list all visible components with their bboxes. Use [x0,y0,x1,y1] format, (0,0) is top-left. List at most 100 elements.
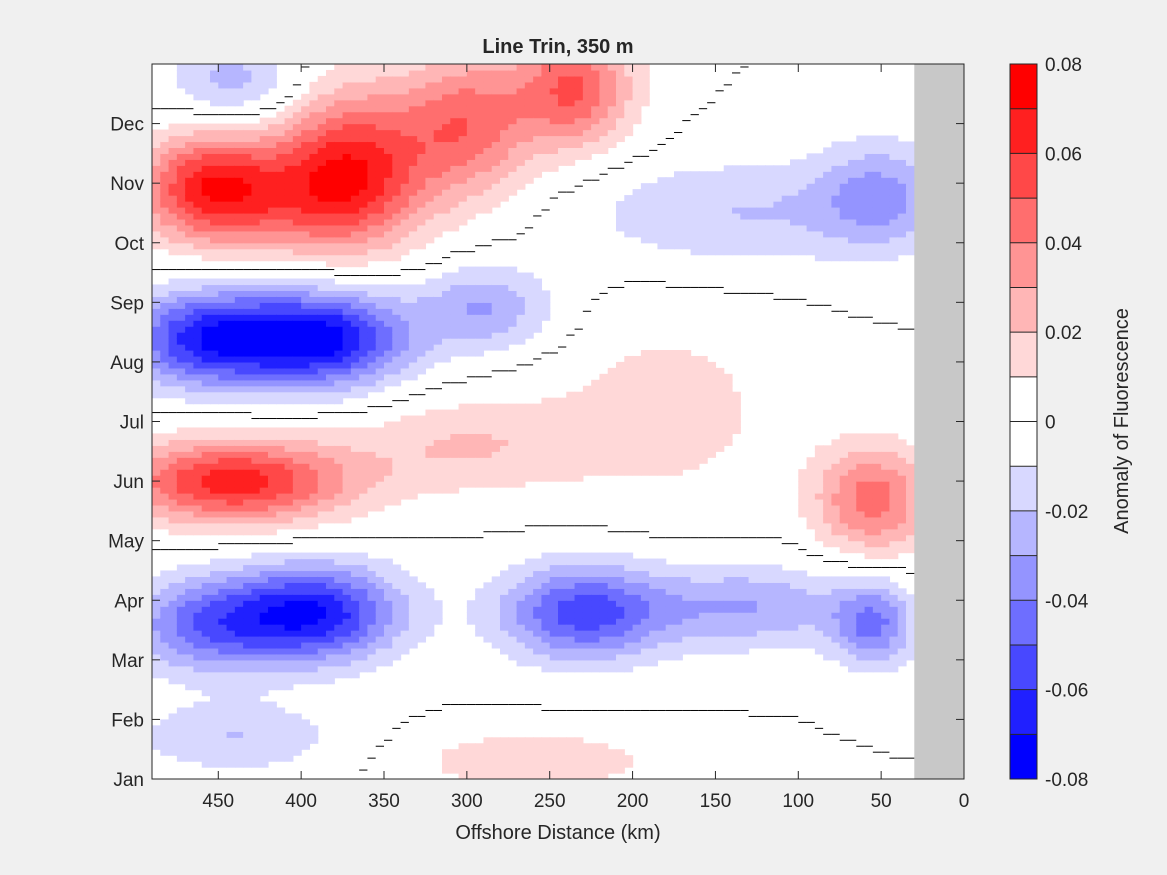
heat-cell [342,433,352,440]
heat-cell [558,129,567,137]
heat-cell [284,588,294,595]
heat-cell [690,636,700,643]
heat-cell [317,504,327,512]
heat-cell [168,183,178,190]
heat-cell [276,719,286,726]
heat-cell [276,201,286,208]
heat-cell [433,409,443,417]
heat-cell [384,618,393,625]
heat-cell [450,415,460,423]
heat-cell [292,248,302,256]
heat-cell [508,320,518,327]
heat-cell [168,332,178,339]
heat-cell [342,81,352,89]
heat-cell [210,457,219,464]
heat-cell [640,224,650,232]
heat-cell [193,308,203,315]
heat-cell [309,457,319,464]
heat-cell [466,767,476,774]
heat-cell [657,195,667,202]
heat-cell [549,576,559,583]
heat-cell [549,755,559,762]
heat-cell [682,224,692,232]
heat-cell [408,338,418,345]
heat-cell [251,326,261,333]
heat-cell [500,93,509,101]
heat-cell [607,618,617,625]
heat-cell [541,475,551,482]
heat-cell [442,165,451,172]
heat-cell [417,141,427,149]
heat-cell [243,135,253,143]
heat-cell [201,332,211,339]
heat-cell [276,510,286,518]
heat-cell [218,653,228,661]
heat-cell [516,278,526,286]
heat-cell [632,433,642,440]
heat-cell [400,630,410,637]
heat-cell [276,445,286,452]
heat-cell [317,171,327,178]
heat-cell [268,671,277,679]
heat-cell [665,230,675,238]
heat-cell [334,594,344,601]
heat-cell [425,594,435,601]
heat-cell [350,236,360,244]
heat-cell [541,302,551,309]
heat-cell [152,230,161,238]
heat-cell [516,284,526,292]
heat-cell [458,105,468,113]
heat-cell [392,308,402,315]
heat-cell [259,683,269,691]
heat-cell [268,165,277,172]
heat-cell [317,600,327,607]
heat-cell [417,87,427,95]
heat-cell [433,230,443,238]
heat-cell [276,355,286,363]
heat-cell [516,570,526,578]
heat-cell [516,332,526,339]
heat-cell [392,290,402,297]
heat-cell [185,230,195,238]
heat-cell [624,409,634,417]
heat-cell [334,207,344,214]
heat-cell [309,558,319,566]
heat-cell [185,737,195,744]
heat-cell [541,737,551,744]
heat-cell [284,445,294,452]
heat-cell [301,600,311,607]
heat-cell [392,201,402,208]
heat-cell [665,427,675,435]
heat-cell [185,725,195,732]
heat-cell [152,391,161,399]
heat-cell [500,296,509,303]
heat-cell [425,99,435,107]
heat-cell [251,69,261,77]
heat-cell [185,504,195,512]
heat-cell [442,433,451,440]
heat-cell [176,320,186,327]
heat-cell [342,463,352,470]
heat-cell [640,379,650,387]
heat-cell [259,433,269,440]
heat-cell [359,588,369,595]
heat-cell [582,141,592,149]
heat-cell [326,230,335,238]
heat-cell [367,576,377,583]
heat-cell [616,564,625,572]
heat-cell [234,504,244,512]
heat-cell [657,564,667,572]
heat-cell [458,767,468,774]
heat-cell [367,69,377,77]
heat-cell [359,159,369,166]
heat-cell [516,123,526,131]
heat-cell [234,224,244,232]
heat-cell [210,475,219,482]
heat-cell [218,153,228,160]
heat-cell [309,725,319,732]
heat-cell [458,135,468,143]
heat-cell [185,719,195,726]
heat-cell [408,129,418,137]
heat-cell [582,421,592,429]
heat-cell [309,647,319,655]
